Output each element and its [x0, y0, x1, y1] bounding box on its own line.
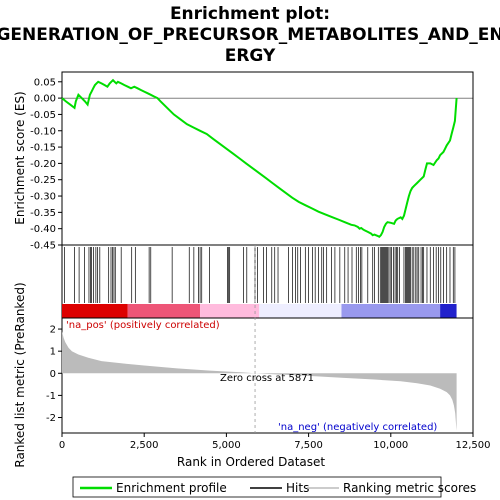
- x-tick-label: 10,000: [373, 440, 408, 451]
- color-bar-segment: [62, 304, 128, 318]
- x-tick-label: 0: [59, 440, 65, 451]
- hits-panel: [61, 244, 474, 319]
- es-y-tick-label: -0.25: [30, 175, 56, 186]
- es-y-tick-label: -0.35: [30, 208, 56, 219]
- ranking-color-bar: [62, 304, 457, 318]
- es-y-tick-label: -0.10: [30, 126, 56, 137]
- color-bar-segment: [200, 304, 260, 318]
- es-y-tick-label: 0.00: [34, 94, 56, 105]
- legend: Enrichment profile Hits Ranking metric s…: [72, 476, 476, 498]
- rank-y-tick-label: 1: [50, 347, 56, 358]
- es-y-tick-label: -0.05: [30, 110, 56, 121]
- rank-y-tick-label: -1: [46, 391, 56, 402]
- legend-ranking-label: Ranking metric scores: [343, 481, 476, 495]
- rank-panel: 2 1 0 -1 -2 'na_pos' (positively correlated)…: [13, 245, 474, 468]
- rank-y-tick-label: 0: [50, 369, 56, 380]
- es-y-tick-label: -0.20: [30, 159, 56, 170]
- chart-title-line-1: Enrichment plot:: [170, 4, 330, 24]
- x-tick-label: 5,000: [212, 440, 241, 451]
- x-tick-label: 2,500: [130, 440, 159, 451]
- enrichment-profile-line: [61, 78, 458, 239]
- zero-cross-label: Zero cross at 5871: [220, 373, 314, 384]
- x-tick-label: 12,500: [456, 440, 491, 451]
- color-bar-segment: [259, 304, 342, 318]
- color-bar-segment: [440, 304, 457, 318]
- es-y-tick-label: -0.45: [30, 241, 56, 252]
- color-bar-segment: [341, 304, 441, 318]
- es-y-tick-label: -0.30: [30, 192, 56, 203]
- legend-frame: [72, 476, 442, 498]
- rank-y-axis: 2 1 0 -1 -2: [46, 325, 62, 424]
- es-y-axis: 0.05 0.00 -0.05 -0.10 -0.15 -0.20 -0.25 -0.30 -0…: [30, 77, 62, 252]
- chart-title-line-2: GENERATION_OF_PRECURSOR_METABOLITES_AND_…: [0, 25, 500, 45]
- x-axis: 0 2,500 5,000 7,500 10,000 12,500: [59, 433, 491, 451]
- es-y-axis-label: Enrichment score (ES): [13, 91, 27, 224]
- es-panel: 0.05 0.00 -0.05 -0.10 -0.15 -0.20 -0.25 -0.30 -0…: [13, 71, 474, 252]
- pos-correlated-label: 'na_pos' (positively correlated): [66, 320, 220, 331]
- legend-hits-label: Hits: [286, 481, 309, 495]
- es-y-tick-label: -0.40: [30, 224, 56, 235]
- legend-enrichment-label: Enrichment profile: [116, 481, 227, 495]
- x-tick-label: 7,500: [294, 440, 323, 451]
- es-y-tick-label: -0.15: [30, 143, 56, 154]
- rank-y-axis-label: Ranked list metric (PreRanked): [13, 282, 27, 467]
- es-y-tick-label: 0.05: [34, 77, 56, 88]
- color-bar-segment: [127, 304, 201, 318]
- chart-title-line-3: ERGY: [225, 46, 276, 66]
- rank-y-tick-label: -2: [46, 413, 56, 424]
- neg-correlated-label: 'na_neg' (negatively correlated): [278, 422, 437, 433]
- rank-y-tick-label: 2: [50, 325, 56, 336]
- x-axis-label: Rank in Ordered Dataset: [177, 455, 325, 469]
- hit-markers: [64, 247, 456, 303]
